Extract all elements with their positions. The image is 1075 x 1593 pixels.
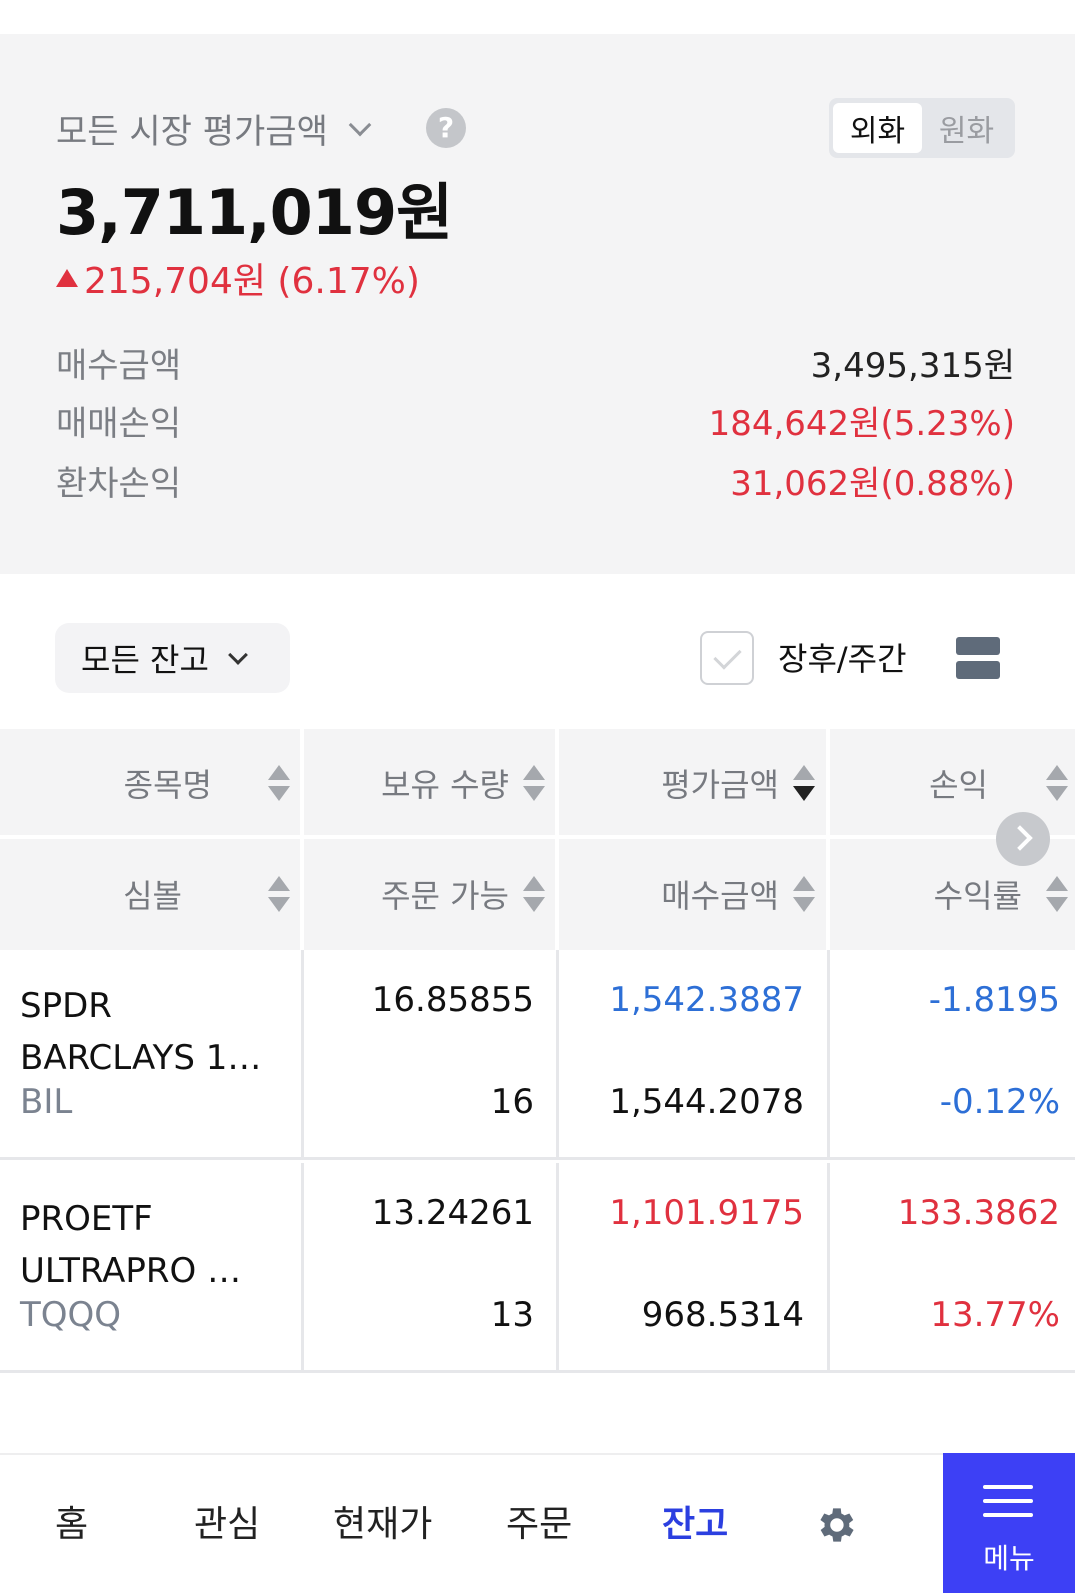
header-label: 수익률 — [933, 877, 1022, 915]
summary-row-value: 31,062원(0.88%) — [730, 464, 1015, 504]
header-label: 심볼 — [123, 877, 182, 915]
currency-option-foreign[interactable]: 외화 — [833, 103, 922, 153]
stock-symbol: BIL — [20, 1082, 73, 1122]
orderable-quantity: 16 — [490, 1082, 534, 1122]
nav-balance[interactable]: 잔고 — [662, 1504, 729, 1545]
sort-icon — [1046, 874, 1068, 914]
orderable-quantity: 13 — [490, 1295, 534, 1335]
menu-icon — [983, 1485, 1033, 1527]
sort-icon — [1046, 763, 1068, 803]
balance-filter-dropdown[interactable]: 모든 잔고 — [55, 623, 290, 693]
summary-row-label: 매매손익 — [56, 404, 182, 444]
sort-header-pnl[interactable]: 손익 — [830, 729, 1068, 837]
stock-name-line: PROETF — [20, 1199, 153, 1239]
total-change-value: 215,704원 (6.17%) — [84, 261, 420, 302]
header-col-divider — [555, 729, 559, 950]
balance-filter-label: 모든 잔고 — [81, 641, 209, 679]
evaluation-amount: 1,101.9175 — [609, 1193, 804, 1233]
sort-header-symbol[interactable]: 심볼 — [0, 840, 290, 948]
menu-label: 메뉴 — [983, 1542, 1035, 1575]
stock-name-line: ULTRAPRO … — [20, 1251, 242, 1291]
col-divider — [827, 950, 830, 1160]
nav-watchlist[interactable]: 관심 — [194, 1504, 261, 1545]
header-label: 매수금액 — [661, 877, 779, 915]
header-col-divider — [826, 729, 830, 950]
stock-name: SPDR BARCLAYS 1… — [20, 980, 280, 1084]
total-change: 215,704원 (6.17%) — [56, 252, 420, 304]
col-divider — [301, 1163, 304, 1373]
stock-name: PROETF ULTRAPRO … — [20, 1193, 280, 1297]
col-divider — [556, 1163, 559, 1373]
market-scope-dropdown[interactable]: 모든 시장 평가금액 — [56, 104, 372, 153]
chevron-down-icon — [228, 645, 248, 665]
nav-home[interactable]: 홈 — [55, 1504, 89, 1545]
return-rate: 13.77% — [930, 1295, 1060, 1335]
currency-toggle[interactable]: 외화 원화 — [829, 98, 1015, 158]
summary-row-buy-amount: 매수금액 3,495,315원 — [56, 338, 1015, 387]
col-divider — [556, 950, 559, 1160]
chevron-down-icon — [348, 113, 372, 136]
after-hours-checkbox[interactable] — [700, 631, 754, 685]
col-divider — [301, 950, 304, 1160]
bottom-nav: 홈 관심 현재가 주문 잔고 메뉴 — [0, 1453, 1075, 1593]
after-hours-label[interactable]: 장후/주간 — [778, 640, 907, 678]
summary-row-fx-pnl: 환차손익 31,062원(0.88%) — [56, 456, 1015, 505]
return-rate: -0.12% — [939, 1082, 1060, 1122]
header-label: 주문 가능 — [381, 877, 509, 915]
buy-amount: 1,544.2078 — [609, 1082, 804, 1122]
sort-header-buy-amount[interactable]: 매수금액 — [559, 840, 815, 948]
holding-quantity: 13.24261 — [371, 1193, 534, 1233]
sort-icon — [793, 874, 815, 914]
sort-header-return-rate[interactable]: 수익률 — [830, 840, 1068, 948]
sort-header-eval-amount[interactable]: 평가금액 — [559, 729, 815, 837]
profit-loss: -1.8195 — [928, 980, 1060, 1020]
view-layout-icon[interactable] — [956, 637, 1000, 679]
total-evaluation-amount: 3,711,019원 — [56, 176, 453, 249]
evaluation-amount: 1,542.3887 — [609, 980, 804, 1020]
nav-quote[interactable]: 현재가 — [333, 1504, 433, 1545]
header-label: 평가금액 — [661, 766, 779, 804]
sort-icon — [268, 874, 290, 914]
sort-icon — [268, 763, 290, 803]
summary-row-value: 184,642원(5.23%) — [708, 404, 1015, 444]
summary-row-value: 3,495,315원 — [810, 346, 1015, 386]
stock-name-line: SPDR — [20, 986, 112, 1026]
summary-row-label: 환차손익 — [56, 464, 182, 504]
table-row[interactable]: PROETF ULTRAPRO … TQQQ 13.24261 13 1,101… — [0, 1163, 1075, 1373]
header-label: 손익 — [929, 766, 988, 804]
stock-name-line: BARCLAYS 1… — [20, 1038, 262, 1078]
header-col-divider — [300, 729, 304, 950]
currency-option-won[interactable]: 원화 — [938, 114, 995, 149]
scroll-right-button[interactable] — [996, 812, 1050, 866]
sort-header-name[interactable]: 종목명 — [0, 729, 290, 837]
help-icon[interactable]: ? — [426, 108, 466, 148]
nav-order[interactable]: 주문 — [506, 1504, 573, 1545]
sort-icon — [523, 874, 545, 914]
header-label: 종목명 — [123, 766, 212, 804]
sort-header-quantity[interactable]: 보유 수량 — [304, 729, 545, 837]
gear-icon[interactable] — [812, 1502, 858, 1548]
sort-desc-icon — [793, 763, 815, 803]
table-row[interactable]: SPDR BARCLAYS 1… BIL 16.85855 16 1,542.3… — [0, 950, 1075, 1160]
stock-symbol: TQQQ — [20, 1295, 122, 1335]
summary-row-trade-pnl: 매매손익 184,642원(5.23%) — [56, 396, 1015, 445]
buy-amount: 968.5314 — [641, 1295, 804, 1335]
sort-header-orderable[interactable]: 주문 가능 — [304, 840, 545, 948]
header-divider — [0, 835, 1075, 839]
market-scope-label: 모든 시장 평가금액 — [56, 112, 328, 152]
col-divider — [827, 1163, 830, 1373]
header-label: 보유 수량 — [381, 766, 509, 804]
holding-quantity: 16.85855 — [371, 980, 534, 1020]
up-triangle-icon — [56, 269, 78, 287]
sort-icon — [523, 763, 545, 803]
profit-loss: 133.3862 — [897, 1193, 1060, 1233]
summary-row-label: 매수금액 — [56, 346, 182, 386]
menu-button[interactable]: 메뉴 — [943, 1453, 1075, 1593]
